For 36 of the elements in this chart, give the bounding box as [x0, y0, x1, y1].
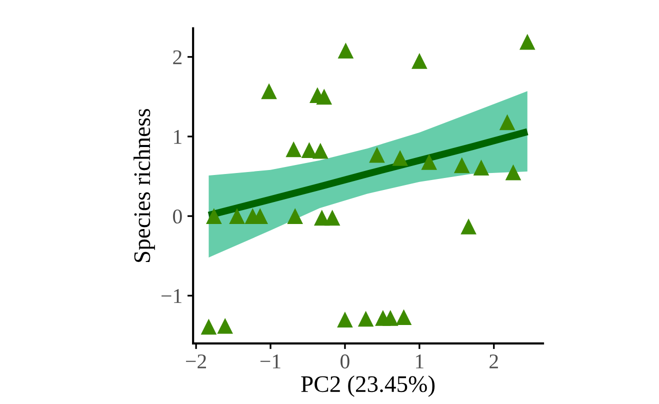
- x-axis-title: PC2 (23.45%): [301, 375, 435, 397]
- point: [392, 150, 408, 166]
- x-tick-label: 2: [490, 354, 498, 368]
- point: [505, 164, 522, 180]
- point: [200, 318, 217, 335]
- point: [369, 146, 385, 163]
- point: [421, 154, 438, 170]
- point: [286, 141, 302, 158]
- point: [229, 208, 245, 224]
- point: [412, 52, 428, 69]
- point: [312, 142, 328, 159]
- point: [396, 309, 412, 326]
- point: [454, 157, 470, 174]
- y-tick-label: 1: [174, 130, 182, 144]
- point: [206, 208, 222, 224]
- point: [287, 208, 304, 224]
- y-axis-title: Species richness: [134, 109, 155, 262]
- point: [338, 42, 354, 58]
- y-tick-label: 2: [173, 50, 182, 64]
- point: [324, 210, 340, 226]
- point: [316, 88, 332, 105]
- point: [382, 310, 398, 326]
- y-tick-label: 0: [173, 209, 182, 224]
- x-tick-label: −1: [260, 354, 280, 368]
- point: [499, 114, 516, 130]
- point: [217, 318, 234, 334]
- point: [473, 160, 490, 176]
- y-tick-label: −1: [162, 289, 182, 303]
- point: [519, 34, 536, 50]
- x-tick-label: 1: [416, 354, 424, 368]
- x-tick-label: 0: [340, 354, 350, 368]
- point: [337, 312, 353, 328]
- point: [460, 218, 476, 234]
- point: [358, 310, 374, 327]
- x-tick-label: −2: [186, 354, 206, 368]
- point: [261, 83, 277, 100]
